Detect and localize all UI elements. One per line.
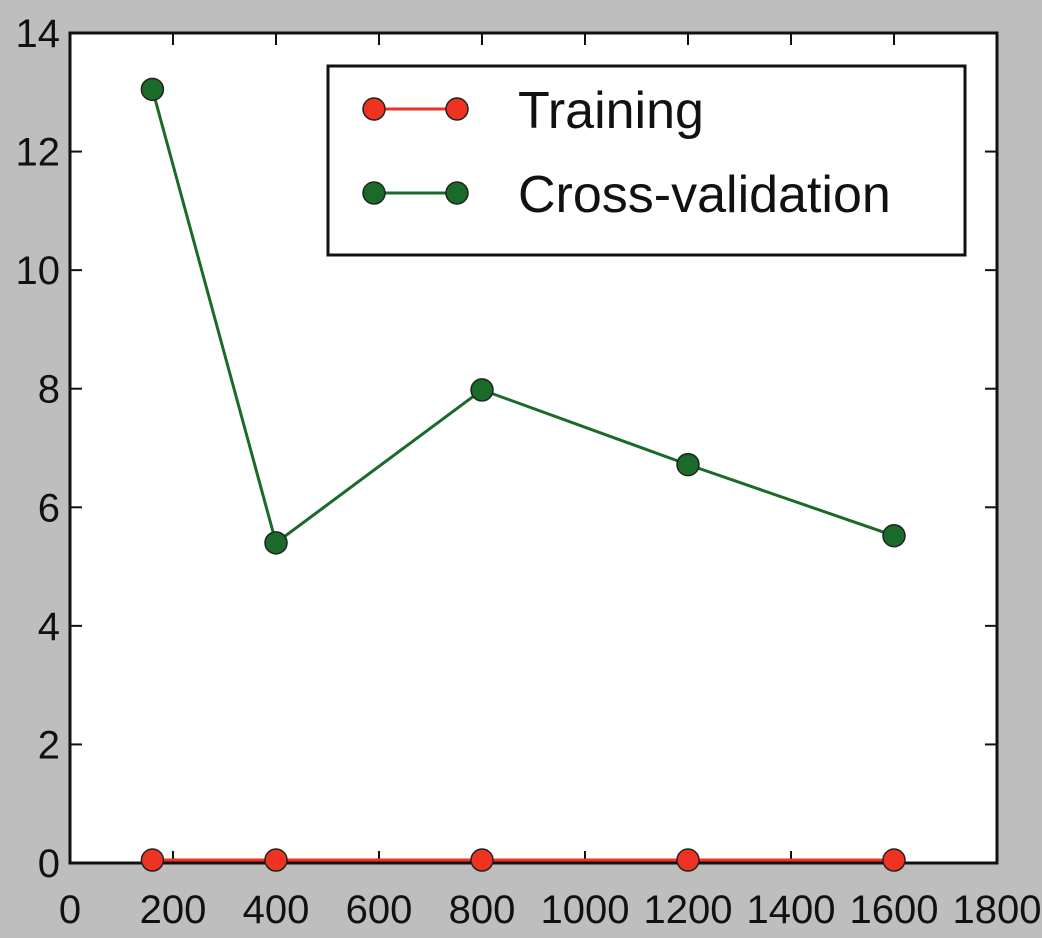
y-tick-label: 8 [38, 368, 60, 412]
training-data-point [470, 848, 494, 872]
axis-ticks: 0 200 400 600 800 1000 1200 1400 1600 1800 0 2 4 6 8 10… [16, 12, 1042, 932]
legend-box [326, 64, 967, 257]
x-tick-label: 200 [140, 888, 207, 932]
training-data-point [676, 848, 700, 872]
legend-marker [445, 97, 469, 121]
y-tick-label: 6 [38, 486, 60, 530]
y-tick-label: 12 [16, 131, 61, 175]
legend-marker [362, 97, 386, 121]
cross-validation-data-point [140, 77, 165, 102]
legend-label: Cross-validation [518, 166, 891, 224]
x-tick-label: 400 [243, 888, 310, 932]
x-tick-label: 1200 [644, 888, 733, 932]
x-tick-label: 1000 [541, 888, 630, 932]
cross-validation-data-point [676, 452, 700, 477]
x-tick-label: 0 [59, 888, 81, 932]
cross-validation-data-point [264, 531, 288, 555]
legend-marker [362, 181, 386, 205]
training-data-point [140, 848, 165, 872]
x-tick-label: 800 [449, 888, 516, 932]
training-data-point [264, 848, 288, 872]
series-layer [140, 77, 906, 872]
legend-marker [445, 181, 469, 205]
y-tick-label: 2 [38, 723, 60, 767]
y-tick-label: 14 [16, 12, 61, 56]
legend-label: Training [518, 82, 704, 140]
cross-validation-data-point [470, 378, 494, 402]
y-tick-label: 0 [38, 842, 60, 886]
y-tick-label: 10 [16, 249, 61, 293]
x-tick-label: 1400 [747, 888, 836, 932]
cross-validation-data-point [882, 523, 906, 548]
legend: Training Cross-validation [326, 64, 967, 257]
x-tick-label: 1600 [850, 888, 939, 932]
x-tick-label: 1800 [953, 888, 1042, 932]
x-tick-label: 600 [346, 888, 413, 932]
y-tick-label: 4 [38, 605, 60, 649]
training-data-point [882, 848, 906, 872]
